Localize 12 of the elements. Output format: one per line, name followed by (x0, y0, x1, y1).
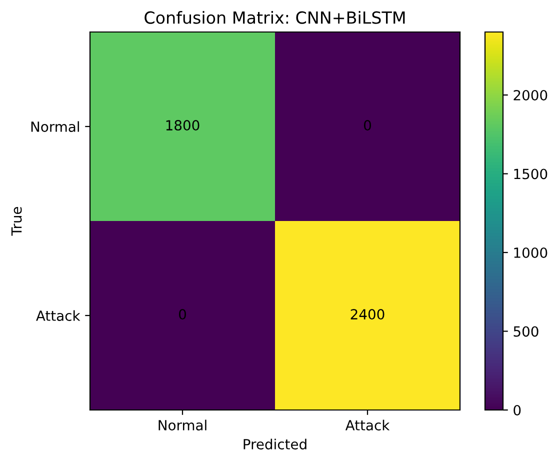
x-axis-title: Predicted (244, 438, 306, 450)
data-label: 0 (178, 309, 186, 320)
chart-title: Confusion Matrix: CNN+BiLSTM (144, 11, 405, 24)
color-bar-label: 1000 (514, 247, 548, 258)
y-axis-title: True (11, 206, 22, 236)
color-bar-label: 1500 (514, 168, 548, 180)
color-bar-label: 2000 (514, 90, 548, 100)
color-bar-label: 0 (514, 404, 521, 416)
data-label: 2400 (350, 309, 384, 320)
data-label: 0 (364, 120, 371, 131)
data-label: 1800 (166, 120, 200, 131)
color-bar-label: 500 (514, 326, 538, 337)
